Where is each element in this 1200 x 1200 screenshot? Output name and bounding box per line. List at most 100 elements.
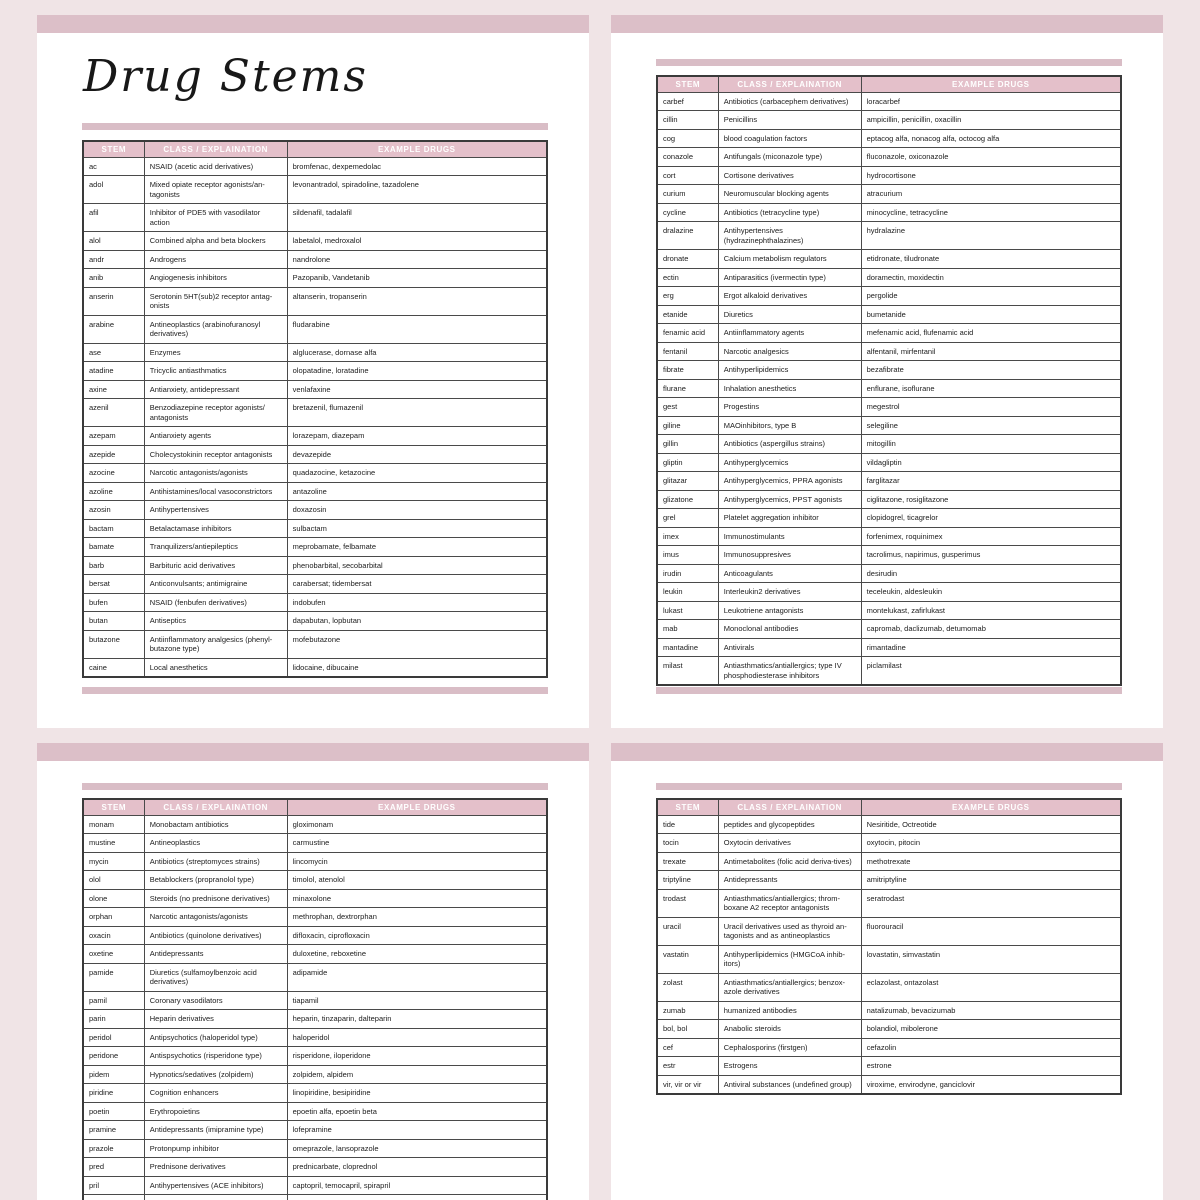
table-row: carbef Antibiotics (carbacephem derivativ…: [656, 91, 1122, 111]
example-drugs-cell: forfenimex, roquinimex: [860, 526, 1122, 546]
class-cell: Antipsychotics (haloperidol type): [143, 1027, 288, 1047]
stem-cell: pramine: [82, 1120, 145, 1140]
table-row: azocine Narcotic antagonists/agonists quad…: [82, 463, 548, 483]
column-header-stem-cell: STEM: [82, 140, 145, 158]
class-cell: Narcotic antagonists/agonists: [143, 463, 288, 483]
example-drugs-cell: minaxolone: [286, 888, 548, 908]
class-cell: Cortisone derivatives: [717, 165, 862, 185]
stem-cell: milast: [656, 656, 719, 686]
table-row: bactam Betalactamase inhibitors sulbactam: [82, 518, 548, 538]
example-drugs-cell: minocycline, tetracycline: [860, 202, 1122, 222]
class-cell: Antianxiety agents: [143, 426, 288, 446]
column-header-example-drugs-cell: EXAMPLE DRUGS: [860, 798, 1122, 816]
class-cell: Hypnotics/sedatives (zolpidem): [143, 1064, 288, 1084]
class-cell: Antihypertensives (ACE inhibitors): [143, 1175, 288, 1195]
example-drugs-cell: duloxetine, reboxetine: [286, 944, 548, 964]
class-cell: Narcotic antagonists/agonists: [143, 907, 288, 927]
stem-cell: azosin: [82, 500, 145, 520]
table-row: uracil Uracil derivatives used as thyroid…: [656, 916, 1122, 946]
class-cell: Antihyperglycemics, PPST agonists: [717, 489, 862, 509]
table-row: fibrate Antihyperlipidemics bezafibrate: [656, 360, 1122, 380]
class-cell: Antihistamines/local vasoconstrictors: [143, 481, 288, 501]
stem-cell: mantadine: [656, 637, 719, 657]
example-drugs-cell: amitriptyline: [860, 870, 1122, 890]
example-drugs-cell: oxytocin, pitocin: [860, 833, 1122, 853]
example-drugs-cell: antazoline: [286, 481, 548, 501]
example-drugs-cell: pergolide: [860, 286, 1122, 306]
stem-cell: peridone: [82, 1046, 145, 1066]
table-row: orphan Narcotic antagonists/agonists methr…: [82, 907, 548, 927]
stem-cell: mycin: [82, 851, 145, 871]
example-drugs-cell: phenobarbital, secobarbital: [286, 555, 548, 575]
stem-cell: orphan: [82, 907, 145, 927]
stem-cell: bol, bol: [656, 1019, 719, 1039]
table-row: cog blood coagulation factors eptacog alfa…: [656, 128, 1122, 148]
example-drugs-cell: selegiline: [860, 415, 1122, 435]
class-cell: Mixed opiate receptor agonists/an-tagoni…: [143, 175, 288, 204]
table-row: azoline Antihistamines/local vasoconstric…: [82, 481, 548, 501]
drug-stems-table-4: STEM CLASS / EXPLAINATION EXAMPLE DRUGS tid…: [656, 798, 1122, 1095]
stem-cell: glizatone: [656, 489, 719, 509]
drug-stems-table-1: STEM CLASS / EXPLAINATION EXAMPLE DRUGS ac N…: [82, 140, 548, 678]
stem-cell: fenamic acid: [656, 323, 719, 343]
example-drugs-cell: haloperidol: [286, 1027, 548, 1047]
example-drugs-cell: mofebutazone: [286, 629, 548, 659]
class-cell: Antihypertensives: [143, 500, 288, 520]
stem-cell: irudin: [656, 563, 719, 583]
table-row: azenil Benzodiazepine receptor agonists/ …: [82, 398, 548, 427]
table-row: fentanil Narcotic analgesics alfentanil, m…: [656, 341, 1122, 361]
stem-cell: azepam: [82, 426, 145, 446]
class-cell: Antidepressants: [143, 944, 288, 964]
table-row: gest Progestins megestrol: [656, 397, 1122, 417]
table-row: monam Monobactam antibiotics gloximonam: [82, 814, 548, 834]
example-drugs-cell: lovastatin, simvastatin: [860, 944, 1122, 974]
example-drugs-cell: desirudin: [860, 563, 1122, 583]
class-cell: humanized antibodies: [717, 1000, 862, 1020]
stem-cell: prazole: [82, 1138, 145, 1158]
class-cell: Enzymes: [143, 342, 288, 362]
stem-cell: parin: [82, 1009, 145, 1029]
table-row: erg Ergot alkaloid derivatives pergolide: [656, 286, 1122, 306]
table-row: mab Monoclonal antibodies capromab, dacliz…: [656, 619, 1122, 639]
example-drugs-cell: montelukast, zafirlukast: [860, 600, 1122, 620]
stem-cell: grel: [656, 508, 719, 528]
class-cell: Heparin derivatives: [143, 1009, 288, 1029]
class-cell: Antifungals (miconazole type): [717, 147, 862, 167]
stem-cell: conazole: [656, 147, 719, 167]
stem-cell: uracil: [656, 916, 719, 946]
example-drugs-cell: labetalol, medroxalol: [286, 231, 548, 251]
stem-cell: alol: [82, 231, 145, 251]
stem-cell: pred: [82, 1157, 145, 1177]
stem-cell: ectin: [656, 267, 719, 287]
stem-cell: pidem: [82, 1064, 145, 1084]
stem-cell: afil: [82, 203, 145, 232]
example-drugs-cell: hydrocortisone: [860, 165, 1122, 185]
table-row: trodast Antiasthmatics/antiallergics; thr…: [656, 888, 1122, 918]
example-drugs-cell: Nesiritide, Octreotide: [860, 814, 1122, 834]
stem-cell: oxetine: [82, 944, 145, 964]
stem-cell: azocine: [82, 463, 145, 483]
stem-cell: triptyline: [656, 870, 719, 890]
class-cell: Antiviral substances (undefined group): [717, 1074, 862, 1095]
class-cell: Antineoplastics (arabinofuranosyl deriva…: [143, 314, 288, 344]
table-row: oxetine Antidepressants duloxetine, reboxe…: [82, 944, 548, 964]
column-header-class-cell: CLASS / EXPLAINATION: [143, 798, 288, 816]
example-drugs-cell: prednicarbate, cloprednol: [286, 1157, 548, 1177]
stem-cell: imus: [656, 545, 719, 565]
example-drugs-cell: epoetin alfa, epoetin beta: [286, 1101, 548, 1121]
example-drugs-cell: cefazolin: [860, 1037, 1122, 1057]
table-row: prazole Protonpump inhibitor omeprazole, l…: [82, 1138, 548, 1158]
table-row: zolast Antiasthmatics/antiallergics; benz…: [656, 972, 1122, 1002]
class-cell: Uracil derivatives used as thyroid an-ta…: [717, 916, 862, 946]
example-drugs-cell: eptacog alfa, nonacog alfa, octocog alfa: [860, 128, 1122, 148]
class-cell: Anabolic steroids: [717, 1019, 862, 1039]
example-drugs-cell: atracurium: [860, 184, 1122, 204]
stem-cell: mustine: [82, 833, 145, 853]
table-row: anserin Serotonin 5HT(sub)2 receptor anta…: [82, 286, 548, 316]
drug-stems-table-2: STEM CLASS / EXPLAINATION EXAMPLE DRUGS car…: [656, 75, 1122, 686]
table-row: mustine Antineoplastics carmustine: [82, 833, 548, 853]
stem-cell: peridol: [82, 1027, 145, 1047]
class-cell: Estrogens: [717, 1056, 862, 1076]
example-drugs-cell: capromab, daclizumab, detumomab: [860, 619, 1122, 639]
